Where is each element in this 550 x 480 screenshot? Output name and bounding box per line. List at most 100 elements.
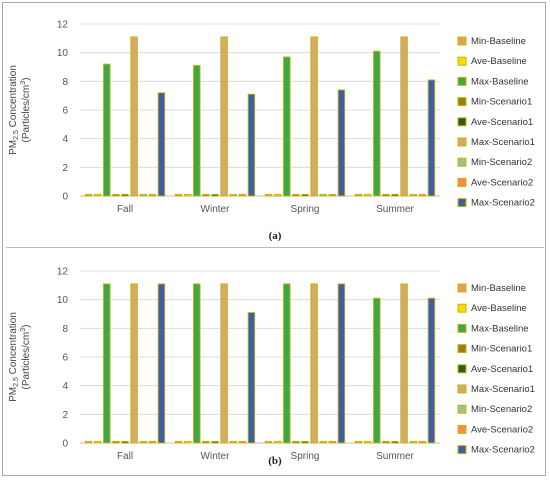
chart-b-svg: 0 2 4 6 8 10 12 PM2.5 Concentration (Particles/c… [8,267,535,463]
bar-max-baseline-spring [283,56,291,197]
bar-max-scenario1-fall [130,36,138,197]
bar-ave-scenario1-fall [121,193,129,197]
legend-entry-ave-scenario1: Ave-Scenario1 [471,117,533,128]
legend-entry-ave-baseline: Ave-Baseline [471,56,527,67]
bar-min-baseline-summer [354,440,363,444]
y-tick-label: 0 [62,439,68,450]
bar-max-scenario1-summer [400,36,408,197]
bar-ave-scenario2-fall [148,440,157,444]
x-tick-label-fall: Fall [117,204,133,215]
legend-swatch [457,56,467,66]
bar-max-scenario2-summer [427,79,436,197]
bar-min-baseline-fall [84,440,93,444]
bar-max-baseline-winter [193,65,201,197]
legend-entry-min-scenario2: Min-Scenario2 [471,157,532,168]
bar-min-scenario1-summer [382,440,390,444]
bar-ave-scenario1-summer [391,440,399,444]
bar-ave-scenario2-spring [328,193,337,197]
panel-label-a: (a) [268,230,282,242]
bar-ave-scenario1-spring [301,440,309,444]
bar-min-scenario2-summer [409,440,417,444]
bar-min-baseline-fall [84,193,93,197]
y-tick-label: 4 [62,134,68,145]
bar-ave-baseline-fall [93,440,102,444]
bar-ave-baseline-fall [93,193,102,197]
legend-swatch [457,445,467,455]
legend-swatch [457,137,467,147]
legend-entry-max-baseline: Max-Baseline [471,76,529,87]
figure-border [2,2,546,476]
bar-min-scenario2-spring [319,193,327,197]
y-tick-label: 12 [57,267,69,278]
bar-ave-baseline-spring [273,193,282,197]
bar-max-scenario1-spring [310,36,318,197]
chart-a-svg: 0 2 4 6 8 10 12 PM2.5 Concentration (Particles/c… [8,20,535,216]
y-tick-label: 8 [62,77,68,88]
x-tick-label-winter: Winter [201,451,231,462]
bar-max-scenario1-winter [220,36,228,197]
legend-entry-ave-baseline: Ave-Baseline [471,303,527,314]
bar-max-scenario2-summer [427,297,436,444]
bar-ave-scenario1-winter [211,193,219,197]
bar-min-scenario2-fall [139,440,147,444]
bar-min-scenario2-fall [139,193,147,197]
y-tick-label: 10 [57,295,69,306]
bar-ave-baseline-summer [363,193,372,197]
legend-swatch [457,157,467,167]
legend-entry-ave-scenario2: Ave-Scenario2 [471,177,533,188]
legend-entry-min-scenario2: Min-Scenario2 [471,404,532,415]
legend-swatch [457,384,467,394]
y-tick-label: 10 [57,48,69,59]
legend-entry-max-scenario1: Max-Scenario1 [471,137,535,148]
x-tick-label-summer: Summer [376,451,414,462]
chart-panel-b: 0 2 4 6 8 10 12 PM2.5 Concentration (Particles/c… [0,255,550,471]
bar-ave-scenario2-fall [148,193,157,197]
bar-max-scenario2-fall [157,92,166,197]
bar-min-baseline-spring [264,440,273,444]
x-tick-label-fall: Fall [117,451,133,462]
bar-min-baseline-spring [264,193,273,197]
bar-ave-baseline-spring [273,440,282,444]
bar-max-scenario1-spring [310,283,318,444]
bar-ave-scenario2-winter [238,193,247,197]
legend-swatch [457,117,467,127]
legend-swatch [457,283,467,293]
legend-entry-max-baseline: Max-Baseline [471,323,529,334]
bar-max-baseline-summer [373,297,381,444]
legend-swatch [457,76,467,86]
y-tick-label: 12 [57,20,69,31]
y-tick-label: 4 [62,381,68,392]
y-tick-label: 8 [62,324,68,335]
bar-min-scenario1-winter [202,440,210,444]
bar-ave-scenario2-spring [328,440,337,444]
legend-entry-ave-scenario2: Ave-Scenario2 [471,424,533,435]
bar-max-scenario1-winter [220,283,228,444]
bar-min-scenario2-summer [409,193,417,197]
chart-panel-a: 0 2 4 6 8 10 12 PM2.5 Concentration (Particles/c… [0,8,550,224]
bar-ave-scenario1-winter [211,440,219,444]
legend-swatch [457,344,467,354]
x-tick-label-spring: Spring [291,451,320,462]
bar-max-baseline-summer [373,50,381,197]
bar-max-scenario2-fall [157,283,166,444]
bar-min-scenario2-spring [319,440,327,444]
bar-max-baseline-fall [103,63,111,197]
legend-swatch [457,303,467,313]
legend-swatch [457,36,467,46]
legend-swatch [457,323,467,333]
bar-ave-scenario2-summer [418,440,427,444]
legend-entry-min-baseline: Min-Baseline [471,36,526,47]
legend-swatch [457,198,467,208]
x-tick-label-spring: Spring [291,204,320,215]
panel-separator [6,247,544,248]
bar-max-scenario2-spring [337,89,346,197]
bar-min-scenario2-winter [229,440,237,444]
x-tick-label-summer: Summer [376,204,414,215]
x-tick-label-winter: Winter [201,204,231,215]
bar-max-scenario2-winter [247,312,256,444]
bar-max-scenario1-fall [130,283,138,444]
legend-swatch [457,364,467,374]
bar-min-baseline-winter [174,193,183,197]
bar-ave-scenario1-spring [301,193,309,197]
legend-swatch [457,404,467,414]
